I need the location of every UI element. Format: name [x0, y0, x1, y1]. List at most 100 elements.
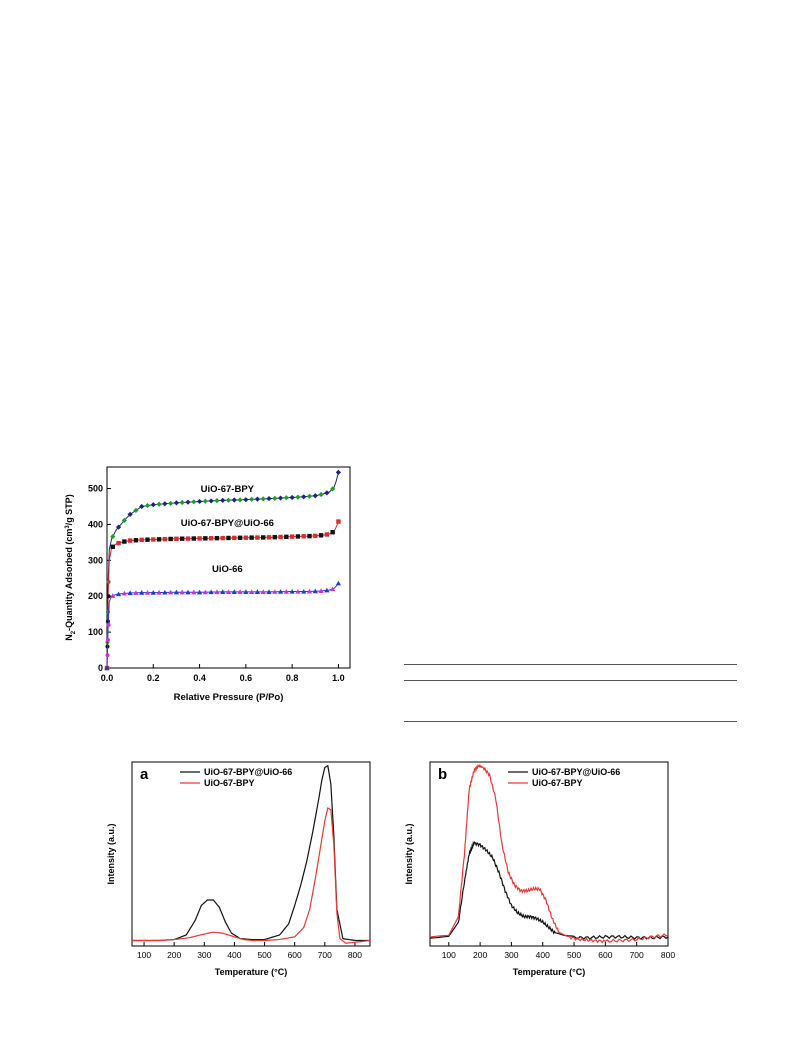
data-point	[289, 534, 295, 539]
plot-frame	[131, 761, 371, 947]
data-point	[144, 590, 151, 595]
data-point	[272, 534, 277, 540]
data-point	[121, 517, 127, 523]
y-label-part: /g STP)	[64, 494, 74, 525]
series-annotation: UiO-67-BPY	[201, 484, 255, 495]
x-tick-label: 400	[227, 950, 241, 960]
data-point	[150, 590, 156, 595]
data-point	[260, 589, 266, 594]
x-tick-label: 200	[473, 950, 487, 960]
isotherm-figure: 0.0 0.2 0.4 0.6 0.8 1.0 0 100 200 300 400 500 Relati…	[55, 455, 365, 715]
data-point	[144, 502, 151, 509]
data-point	[139, 590, 145, 595]
series-annotation: UiO-66	[212, 564, 243, 575]
data-point	[179, 499, 185, 506]
data-point	[185, 536, 191, 541]
data-point	[335, 469, 342, 475]
data-point	[249, 535, 254, 540]
data-point	[180, 536, 185, 541]
data-point	[115, 591, 122, 597]
data-point	[254, 496, 261, 502]
data-point	[214, 498, 220, 504]
data-point	[173, 589, 180, 595]
data-point	[225, 497, 232, 503]
data-point	[289, 494, 295, 501]
y-axis-label: Intensity (a.u.)	[106, 823, 116, 884]
data-point	[266, 495, 272, 502]
panel-label: a	[140, 766, 149, 783]
data-point	[110, 544, 115, 549]
legend-label: UiO-67-BPY	[532, 778, 583, 788]
data-point	[272, 589, 278, 594]
data-point	[185, 499, 191, 505]
x-axis-label: Temperature (°C)	[513, 967, 585, 977]
series-line	[106, 521, 339, 669]
data-point	[289, 588, 295, 594]
y-axis-label: Intensity (a.u.)	[404, 823, 414, 884]
tpd-b-chart: 100 200 300 400 500 600 700 800 Temperature (°C)…	[404, 761, 675, 977]
data-point	[301, 494, 307, 500]
data-point	[110, 593, 116, 598]
x-tick-label: 400	[536, 950, 550, 960]
data-point	[307, 533, 312, 539]
data-point	[272, 495, 278, 501]
data-point	[162, 589, 168, 595]
y-label-sub: 2	[71, 630, 77, 634]
data-point	[306, 588, 313, 594]
x-tick-label: 0.0	[101, 673, 114, 683]
data-point	[237, 535, 243, 540]
data-point	[127, 538, 133, 543]
data-point	[133, 538, 139, 543]
series-line	[429, 763, 669, 944]
x-tick-label: 300	[504, 950, 518, 960]
data-point	[116, 540, 121, 546]
data-point	[106, 594, 111, 599]
data-point	[168, 500, 174, 506]
data-point	[173, 500, 180, 506]
data-point	[283, 589, 289, 594]
data-point	[202, 589, 208, 595]
data-point	[295, 588, 301, 594]
x-tick-label: 200	[167, 950, 181, 960]
data-point	[168, 536, 173, 542]
data-point	[231, 589, 237, 594]
tpd-panel-a: 100 200 300 400 500 600 700 800 Temperature (°C)…	[100, 752, 380, 997]
data-point	[295, 494, 301, 500]
x-tick-label: 700	[630, 950, 644, 960]
data-point	[237, 497, 243, 503]
data-point	[318, 491, 324, 498]
data-point	[179, 589, 185, 595]
data-point	[110, 533, 116, 540]
x-tick-label: 1.0	[332, 673, 345, 683]
data-point	[330, 586, 336, 592]
data-point	[254, 589, 261, 594]
data-point	[313, 533, 318, 539]
data-point	[336, 519, 341, 524]
y-label-part: -Quantity Adsorbed (cm	[64, 529, 74, 631]
x-tick-label: 0.8	[286, 673, 299, 683]
legend-label: UiO-67-BPY@UiO-66	[204, 767, 292, 777]
data-point	[214, 589, 220, 595]
table-rule-bottom	[404, 721, 737, 722]
data-point	[202, 498, 208, 504]
data-point	[139, 537, 144, 543]
data-point	[208, 589, 214, 595]
x-tick-label: 0.2	[147, 673, 160, 683]
data-point	[208, 498, 214, 504]
plot-frame	[429, 761, 669, 947]
data-point	[301, 588, 307, 594]
legend-label: UiO-67-BPY@UiO-66	[532, 767, 620, 777]
data-point	[185, 589, 191, 595]
data-point	[278, 534, 283, 540]
data-point	[150, 502, 156, 508]
data-point	[243, 535, 249, 540]
data-point	[127, 590, 133, 596]
data-point	[277, 589, 284, 594]
data-point	[133, 590, 139, 595]
data-point	[324, 532, 330, 537]
data-point	[133, 507, 139, 514]
data-point	[208, 536, 214, 541]
y-axis-label: N2-Quantity Adsorbed (cm3/g STP)	[64, 494, 77, 640]
data-point	[203, 536, 208, 541]
isotherm-chart: 0.0 0.2 0.4 0.6 0.8 1.0 0 100 200 300 400 500 Relati…	[64, 466, 351, 703]
